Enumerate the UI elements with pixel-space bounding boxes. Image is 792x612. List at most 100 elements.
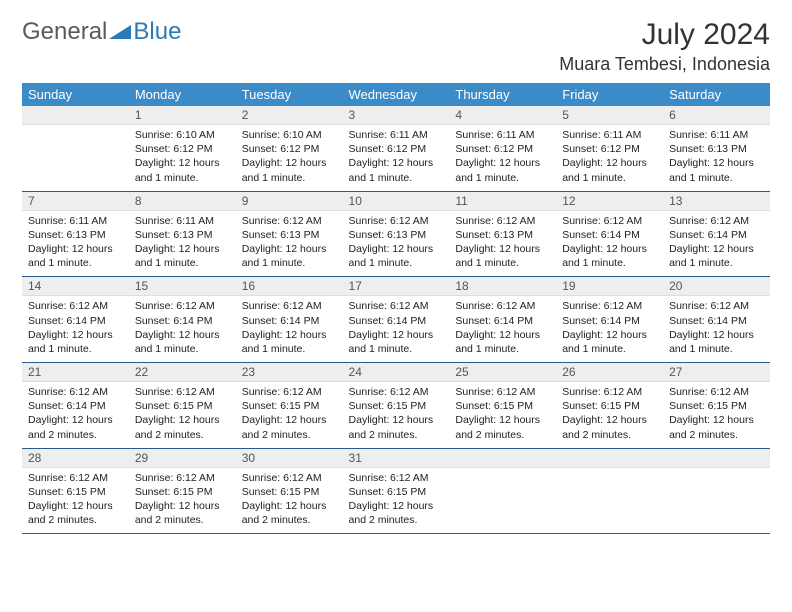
- daylight-text: Daylight: 12 hours and 2 minutes.: [242, 413, 337, 441]
- month-title: July 2024: [559, 18, 770, 52]
- sunset-text: Sunset: 6:15 PM: [349, 399, 444, 413]
- daylight-text: Daylight: 12 hours and 1 minute.: [455, 328, 550, 356]
- calendar-week-row: 14Sunrise: 6:12 AMSunset: 6:14 PMDayligh…: [22, 277, 770, 363]
- daylight-text: Daylight: 12 hours and 1 minute.: [349, 156, 444, 184]
- day-details: Sunrise: 6:11 AMSunset: 6:13 PMDaylight:…: [663, 125, 770, 191]
- calendar-cell: 21Sunrise: 6:12 AMSunset: 6:14 PMDayligh…: [22, 363, 129, 449]
- calendar-cell: 24Sunrise: 6:12 AMSunset: 6:15 PMDayligh…: [343, 363, 450, 449]
- day-number: 15: [129, 277, 236, 296]
- sunset-text: Sunset: 6:12 PM: [242, 142, 337, 156]
- daylight-text: Daylight: 12 hours and 1 minute.: [242, 242, 337, 270]
- sunrise-text: Sunrise: 6:11 AM: [562, 128, 657, 142]
- day-details: Sunrise: 6:12 AMSunset: 6:15 PMDaylight:…: [129, 468, 236, 534]
- calendar-cell: 14Sunrise: 6:12 AMSunset: 6:14 PMDayligh…: [22, 277, 129, 363]
- calendar-cell: 18Sunrise: 6:12 AMSunset: 6:14 PMDayligh…: [449, 277, 556, 363]
- daylight-text: Daylight: 12 hours and 1 minute.: [135, 242, 230, 270]
- day-details: Sunrise: 6:12 AMSunset: 6:15 PMDaylight:…: [22, 468, 129, 534]
- daylight-text: Daylight: 12 hours and 1 minute.: [562, 328, 657, 356]
- calendar-cell: 6Sunrise: 6:11 AMSunset: 6:13 PMDaylight…: [663, 106, 770, 191]
- sunset-text: Sunset: 6:12 PM: [562, 142, 657, 156]
- daylight-text: Daylight: 12 hours and 2 minutes.: [349, 413, 444, 441]
- day-details: Sunrise: 6:12 AMSunset: 6:14 PMDaylight:…: [22, 296, 129, 362]
- day-details: Sunrise: 6:12 AMSunset: 6:14 PMDaylight:…: [343, 296, 450, 362]
- day-number: [556, 449, 663, 468]
- calendar-cell: 7Sunrise: 6:11 AMSunset: 6:13 PMDaylight…: [22, 191, 129, 277]
- sunset-text: Sunset: 6:15 PM: [28, 485, 123, 499]
- daylight-text: Daylight: 12 hours and 1 minute.: [135, 328, 230, 356]
- day-details: Sunrise: 6:12 AMSunset: 6:15 PMDaylight:…: [343, 468, 450, 534]
- sunset-text: Sunset: 6:12 PM: [349, 142, 444, 156]
- day-number: 9: [236, 192, 343, 211]
- daylight-text: Daylight: 12 hours and 2 minutes.: [135, 413, 230, 441]
- day-number: [22, 106, 129, 125]
- day-number: 5: [556, 106, 663, 125]
- sunrise-text: Sunrise: 6:12 AM: [455, 299, 550, 313]
- title-block: July 2024 Muara Tembesi, Indonesia: [559, 18, 770, 75]
- calendar-cell: 22Sunrise: 6:12 AMSunset: 6:15 PMDayligh…: [129, 363, 236, 449]
- daylight-text: Daylight: 12 hours and 1 minute.: [455, 242, 550, 270]
- sunset-text: Sunset: 6:15 PM: [669, 399, 764, 413]
- daylight-text: Daylight: 12 hours and 2 minutes.: [28, 499, 123, 527]
- sunrise-text: Sunrise: 6:12 AM: [455, 214, 550, 228]
- sunrise-text: Sunrise: 6:11 AM: [349, 128, 444, 142]
- sunset-text: Sunset: 6:12 PM: [455, 142, 550, 156]
- sunrise-text: Sunrise: 6:12 AM: [455, 385, 550, 399]
- sunrise-text: Sunrise: 6:12 AM: [135, 471, 230, 485]
- day-number: 8: [129, 192, 236, 211]
- location-label: Muara Tembesi, Indonesia: [559, 54, 770, 75]
- sunset-text: Sunset: 6:14 PM: [28, 399, 123, 413]
- sunset-text: Sunset: 6:12 PM: [135, 142, 230, 156]
- day-header: Monday: [129, 83, 236, 106]
- day-number: 19: [556, 277, 663, 296]
- calendar-cell: 25Sunrise: 6:12 AMSunset: 6:15 PMDayligh…: [449, 363, 556, 449]
- day-number: 24: [343, 363, 450, 382]
- day-number: 18: [449, 277, 556, 296]
- day-number: [663, 449, 770, 468]
- day-number: 31: [343, 449, 450, 468]
- sunset-text: Sunset: 6:13 PM: [669, 142, 764, 156]
- calendar-cell: 10Sunrise: 6:12 AMSunset: 6:13 PMDayligh…: [343, 191, 450, 277]
- calendar-cell: 30Sunrise: 6:12 AMSunset: 6:15 PMDayligh…: [236, 448, 343, 534]
- day-details: Sunrise: 6:12 AMSunset: 6:13 PMDaylight:…: [343, 211, 450, 277]
- day-number: 14: [22, 277, 129, 296]
- sunrise-text: Sunrise: 6:11 AM: [135, 214, 230, 228]
- sunset-text: Sunset: 6:15 PM: [455, 399, 550, 413]
- daylight-text: Daylight: 12 hours and 2 minutes.: [669, 413, 764, 441]
- day-details: Sunrise: 6:12 AMSunset: 6:15 PMDaylight:…: [663, 382, 770, 448]
- day-number: 17: [343, 277, 450, 296]
- calendar-cell: 23Sunrise: 6:12 AMSunset: 6:15 PMDayligh…: [236, 363, 343, 449]
- daylight-text: Daylight: 12 hours and 2 minutes.: [455, 413, 550, 441]
- day-details: [556, 468, 663, 524]
- sunrise-text: Sunrise: 6:12 AM: [28, 471, 123, 485]
- day-details: Sunrise: 6:12 AMSunset: 6:15 PMDaylight:…: [236, 468, 343, 534]
- daylight-text: Daylight: 12 hours and 1 minute.: [455, 156, 550, 184]
- calendar-cell: 17Sunrise: 6:12 AMSunset: 6:14 PMDayligh…: [343, 277, 450, 363]
- sunset-text: Sunset: 6:14 PM: [135, 314, 230, 328]
- daylight-text: Daylight: 12 hours and 1 minute.: [135, 156, 230, 184]
- sunrise-text: Sunrise: 6:12 AM: [242, 299, 337, 313]
- day-number: 26: [556, 363, 663, 382]
- day-details: Sunrise: 6:12 AMSunset: 6:15 PMDaylight:…: [449, 382, 556, 448]
- calendar-week-row: 1Sunrise: 6:10 AMSunset: 6:12 PMDaylight…: [22, 106, 770, 191]
- day-header: Tuesday: [236, 83, 343, 106]
- day-number: 25: [449, 363, 556, 382]
- calendar-cell: 9Sunrise: 6:12 AMSunset: 6:13 PMDaylight…: [236, 191, 343, 277]
- day-number: 10: [343, 192, 450, 211]
- logo-text-blue: Blue: [133, 18, 181, 46]
- day-number: 7: [22, 192, 129, 211]
- calendar-week-row: 7Sunrise: 6:11 AMSunset: 6:13 PMDaylight…: [22, 191, 770, 277]
- calendar-cell: 29Sunrise: 6:12 AMSunset: 6:15 PMDayligh…: [129, 448, 236, 534]
- day-details: Sunrise: 6:10 AMSunset: 6:12 PMDaylight:…: [236, 125, 343, 191]
- day-details: Sunrise: 6:12 AMSunset: 6:15 PMDaylight:…: [129, 382, 236, 448]
- calendar-cell: 5Sunrise: 6:11 AMSunset: 6:12 PMDaylight…: [556, 106, 663, 191]
- sunrise-text: Sunrise: 6:12 AM: [242, 385, 337, 399]
- sunrise-text: Sunrise: 6:12 AM: [562, 299, 657, 313]
- header: General Blue July 2024 Muara Tembesi, In…: [22, 18, 770, 75]
- sunrise-text: Sunrise: 6:11 AM: [28, 214, 123, 228]
- day-number: 21: [22, 363, 129, 382]
- day-details: [22, 125, 129, 181]
- sunset-text: Sunset: 6:13 PM: [455, 228, 550, 242]
- sunrise-text: Sunrise: 6:12 AM: [28, 385, 123, 399]
- day-details: Sunrise: 6:11 AMSunset: 6:12 PMDaylight:…: [449, 125, 556, 191]
- calendar-cell: 26Sunrise: 6:12 AMSunset: 6:15 PMDayligh…: [556, 363, 663, 449]
